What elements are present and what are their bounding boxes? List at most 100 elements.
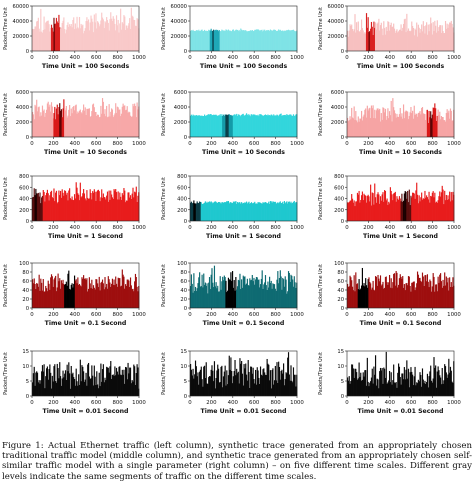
bar: [288, 30, 290, 51]
bar: [190, 201, 192, 221]
bar: [348, 376, 350, 396]
bar: [406, 360, 408, 396]
bar: [221, 365, 223, 396]
bar: [79, 109, 81, 137]
bar: [386, 116, 388, 137]
y-tick-label: 60000: [12, 4, 29, 10]
bar: [132, 16, 134, 51]
x-tick-label: 200: [363, 141, 374, 147]
bar: [35, 106, 37, 137]
bar: [123, 188, 125, 221]
bar: [294, 282, 296, 308]
bar: [78, 200, 81, 221]
bar: [55, 381, 57, 396]
bar: [348, 286, 350, 308]
bar: [446, 282, 448, 308]
bar: [284, 379, 286, 396]
bar: [72, 107, 74, 137]
bar: [196, 288, 198, 308]
bar: [105, 380, 107, 396]
bar: [226, 114, 228, 137]
bar: [110, 190, 112, 221]
bar: [205, 115, 207, 137]
bar: [247, 285, 249, 308]
bar: [52, 198, 54, 221]
bar: [295, 202, 297, 221]
bar: [227, 29, 230, 51]
x-tick-label: 600: [249, 225, 260, 231]
bar: [203, 203, 205, 221]
bar: [90, 193, 92, 221]
bar: [200, 29, 202, 51]
bar: [407, 285, 409, 308]
bar: [370, 118, 372, 137]
bar: [405, 32, 407, 51]
bar: [439, 274, 441, 308]
bar: [91, 18, 93, 51]
bar: [290, 201, 292, 221]
bar: [451, 286, 453, 308]
bar: [36, 20, 39, 51]
bar: [410, 291, 412, 308]
bar: [250, 280, 252, 308]
bar: [255, 115, 258, 137]
bar: [369, 31, 371, 51]
y-tick-label: 20000: [12, 34, 29, 40]
bar: [294, 115, 296, 137]
bar: [402, 104, 405, 137]
bar: [60, 109, 62, 137]
bar: [375, 276, 377, 308]
bar: [390, 278, 392, 308]
bar: [292, 382, 294, 396]
bar: [83, 33, 85, 51]
bar: [404, 191, 406, 221]
bar: [67, 115, 69, 137]
bar: [384, 34, 387, 51]
bar: [65, 380, 67, 396]
bar: [257, 29, 259, 51]
bar: [60, 385, 62, 396]
bar: [375, 110, 377, 137]
bar: [264, 202, 266, 221]
bar: [371, 26, 373, 51]
bar: [367, 194, 369, 221]
bar: [443, 33, 445, 51]
bar: [124, 190, 126, 221]
bar: [212, 370, 214, 396]
bar: [115, 367, 118, 396]
bar: [86, 17, 88, 51]
bar: [44, 201, 46, 221]
bar: [69, 388, 72, 396]
bar: [117, 19, 119, 51]
bar: [421, 31, 424, 51]
bar: [412, 385, 415, 396]
bar: [440, 377, 442, 396]
bar: [191, 283, 193, 308]
bar: [371, 368, 373, 396]
bar: [191, 115, 193, 137]
bar: [70, 365, 72, 396]
bar: [65, 29, 67, 51]
bar: [129, 287, 131, 308]
bar: [352, 202, 354, 221]
bar: [377, 108, 379, 137]
bar: [402, 27, 404, 51]
bar: [262, 202, 264, 221]
bar: [388, 118, 390, 137]
bar: [412, 27, 415, 51]
bar: [427, 123, 429, 137]
bar: [390, 372, 392, 396]
bar: [208, 376, 211, 396]
bar: [371, 108, 373, 137]
bar: [236, 29, 238, 51]
bar: [250, 202, 253, 221]
bar: [60, 197, 62, 221]
bar: [364, 286, 366, 308]
bar: [217, 291, 220, 308]
bar: [214, 388, 216, 396]
y-tick-label: 200: [177, 208, 187, 214]
bar: [292, 201, 295, 221]
bar: [106, 288, 109, 308]
bar: [203, 30, 205, 51]
